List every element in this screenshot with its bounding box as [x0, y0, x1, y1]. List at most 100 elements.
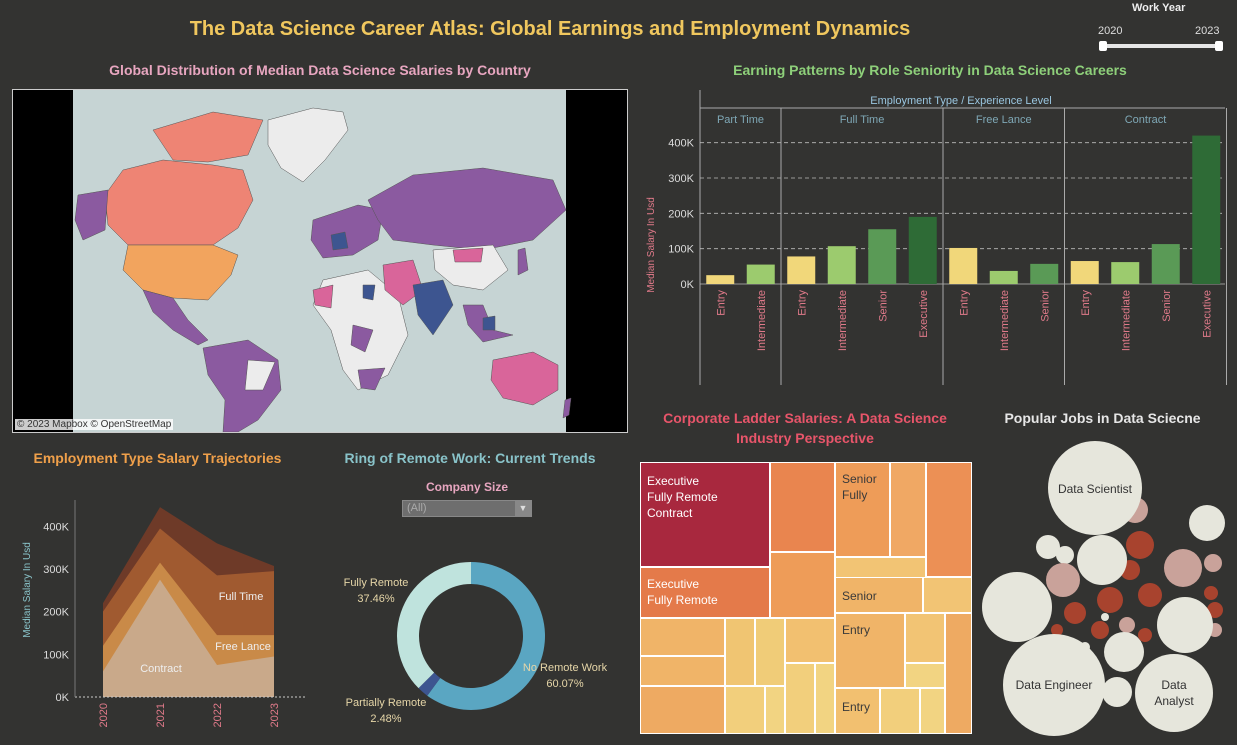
bubble[interactable]: [1091, 621, 1109, 639]
work-year-slider-max-handle[interactable]: [1215, 41, 1223, 51]
treemap-cell[interactable]: [905, 613, 945, 663]
bubble[interactable]: [1207, 602, 1223, 618]
canada-arctic-shape: [152, 111, 264, 163]
area-x-tick-label: 2022: [212, 703, 224, 727]
remote-ring-chart[interactable]: Fully Remote 37.46% No Remote Work 60.07…: [320, 525, 620, 740]
bubble[interactable]: [982, 572, 1052, 642]
treemap-cell[interactable]: [890, 462, 926, 557]
bubble[interactable]: [1064, 602, 1086, 624]
trajectory-title: Employment Type Salary Trajectories: [33, 450, 282, 466]
bubble[interactable]: [1138, 628, 1152, 642]
bar-y-tick-label: 200K: [668, 208, 694, 220]
bar: [1151, 244, 1180, 284]
bar-group-label: Free Lance: [976, 114, 1032, 126]
bubble[interactable]: [1204, 586, 1218, 600]
seniority-ylabel: Median Salary In Usd: [646, 197, 657, 293]
bubble[interactable]: [1102, 677, 1132, 707]
bar: [706, 275, 735, 284]
bubble-data-analyst[interactable]: [1135, 654, 1213, 732]
tm-label: Fully: [842, 488, 868, 502]
bubble-data-engineer[interactable]: [1003, 634, 1105, 736]
brazil-nodata-shape: [244, 359, 276, 391]
bar-x-tick-label: Senior: [1039, 290, 1051, 322]
work-year-slider-track[interactable]: [1101, 44, 1219, 48]
canada-shape: [104, 159, 254, 246]
treemap-cell[interactable]: [785, 663, 815, 734]
chevron-down-icon[interactable]: ▼: [515, 501, 531, 516]
treemap-cell-entry-2[interactable]: Entry: [835, 688, 880, 734]
bubble[interactable]: [1046, 563, 1080, 597]
treemap-cell[interactable]: [770, 552, 835, 618]
treemap-cell-exec-remote[interactable]: Executive Fully Remote: [640, 567, 770, 618]
treemap-cell[interactable]: [923, 577, 972, 613]
bubble[interactable]: [1119, 617, 1135, 633]
treemap-cell-senior-fully[interactable]: Senior Fully: [835, 462, 890, 557]
bubble-data-scientist[interactable]: [1048, 441, 1142, 535]
treemap-cell-exec-contract[interactable]: Executive Fully Remote Contract: [640, 462, 770, 567]
bar-x-tick-label: Intermediate: [999, 290, 1011, 351]
treemap-cell[interactable]: [770, 462, 835, 552]
treemap-cell[interactable]: [725, 686, 765, 734]
bubble[interactable]: [1101, 613, 1109, 621]
treemap-cell[interactable]: [880, 688, 920, 734]
bubble[interactable]: [1051, 624, 1063, 636]
bubble[interactable]: [1097, 587, 1123, 613]
treemap-cell[interactable]: [835, 557, 926, 579]
area-x-tick-label: 2023: [269, 703, 281, 727]
treemap-cell[interactable]: [815, 663, 835, 734]
bubble[interactable]: [1157, 597, 1213, 653]
tm-label: Executive: [647, 577, 700, 591]
bubble[interactable]: [1077, 535, 1127, 585]
bubble[interactable]: [1126, 531, 1154, 559]
bubble[interactable]: [1138, 583, 1162, 607]
treemap-cell[interactable]: [926, 462, 972, 577]
treemap-cell-entry-1[interactable]: Entry: [835, 613, 905, 688]
bar: [827, 246, 856, 284]
tm-label: Executive: [647, 474, 700, 488]
treemap-cell[interactable]: [640, 618, 725, 656]
popular-jobs-bubble-chart[interactable]: Data Scientist Data Engineer Data Analys…: [975, 435, 1237, 745]
treemap[interactable]: Executive Fully Remote Contract Executiv…: [640, 462, 972, 734]
treemap-cell[interactable]: [640, 686, 725, 734]
bubble[interactable]: [1189, 505, 1225, 541]
world-map[interactable]: © 2023 Mapbox © OpenStreetMap: [12, 89, 628, 433]
treemap-cell-senior[interactable]: Senior: [835, 577, 923, 613]
treemap-cell[interactable]: [765, 686, 785, 734]
ring-label-no-remote: No Remote Work: [523, 662, 608, 674]
bar: [1030, 263, 1059, 284]
series-label-contract: Contract: [140, 663, 182, 675]
bubble[interactable]: [1164, 549, 1202, 587]
middle-east-shape: [382, 259, 424, 306]
world-map-svg: [73, 90, 572, 432]
bubble[interactable]: [1036, 535, 1060, 559]
company-size-dropdown[interactable]: (All) ▼: [402, 500, 532, 517]
bar: [868, 229, 897, 284]
treemap-cell[interactable]: [920, 688, 945, 734]
treemap-cell[interactable]: [755, 618, 785, 686]
treemap-cell[interactable]: [640, 656, 725, 686]
map-title: Global Distribution of Median Data Scien…: [109, 62, 531, 78]
bar: [1111, 262, 1140, 284]
bar: [989, 270, 1018, 284]
treemap-cell[interactable]: [785, 618, 835, 663]
remote-title: Ring of Remote Work: Current Trends: [344, 450, 596, 466]
bubble[interactable]: [1204, 554, 1222, 572]
treemap-cell[interactable]: [945, 613, 972, 734]
australia-shape: [490, 351, 559, 406]
tm-label: Entry: [842, 700, 871, 714]
vietnam-shape: [482, 315, 496, 331]
bubble[interactable]: [1104, 632, 1144, 672]
dashboard-title: The Data Science Career Atlas: Global Ea…: [189, 18, 911, 40]
bar-y-tick-label: 400K: [668, 138, 694, 150]
treemap-cell[interactable]: [905, 663, 945, 688]
bar-x-tick-label: Entry: [715, 290, 727, 316]
trajectory-area-chart[interactable]: Median Salary In Usd 0K 100K 200K 300K 400K 2…: [10, 480, 310, 740]
area-x-tick-label: 2020: [98, 703, 110, 727]
seniority-bar-chart[interactable]: Employment Type / Experience Level Media…: [640, 85, 1230, 385]
ring-pct-fully-remote: 37.46%: [357, 593, 395, 605]
area-y-tick-label: 0K: [56, 692, 70, 704]
tm-label: Senior: [842, 589, 877, 603]
treemap-cell[interactable]: [725, 618, 755, 686]
work-year-slider-min-handle[interactable]: [1099, 41, 1107, 51]
bubble[interactable]: [1056, 546, 1074, 564]
